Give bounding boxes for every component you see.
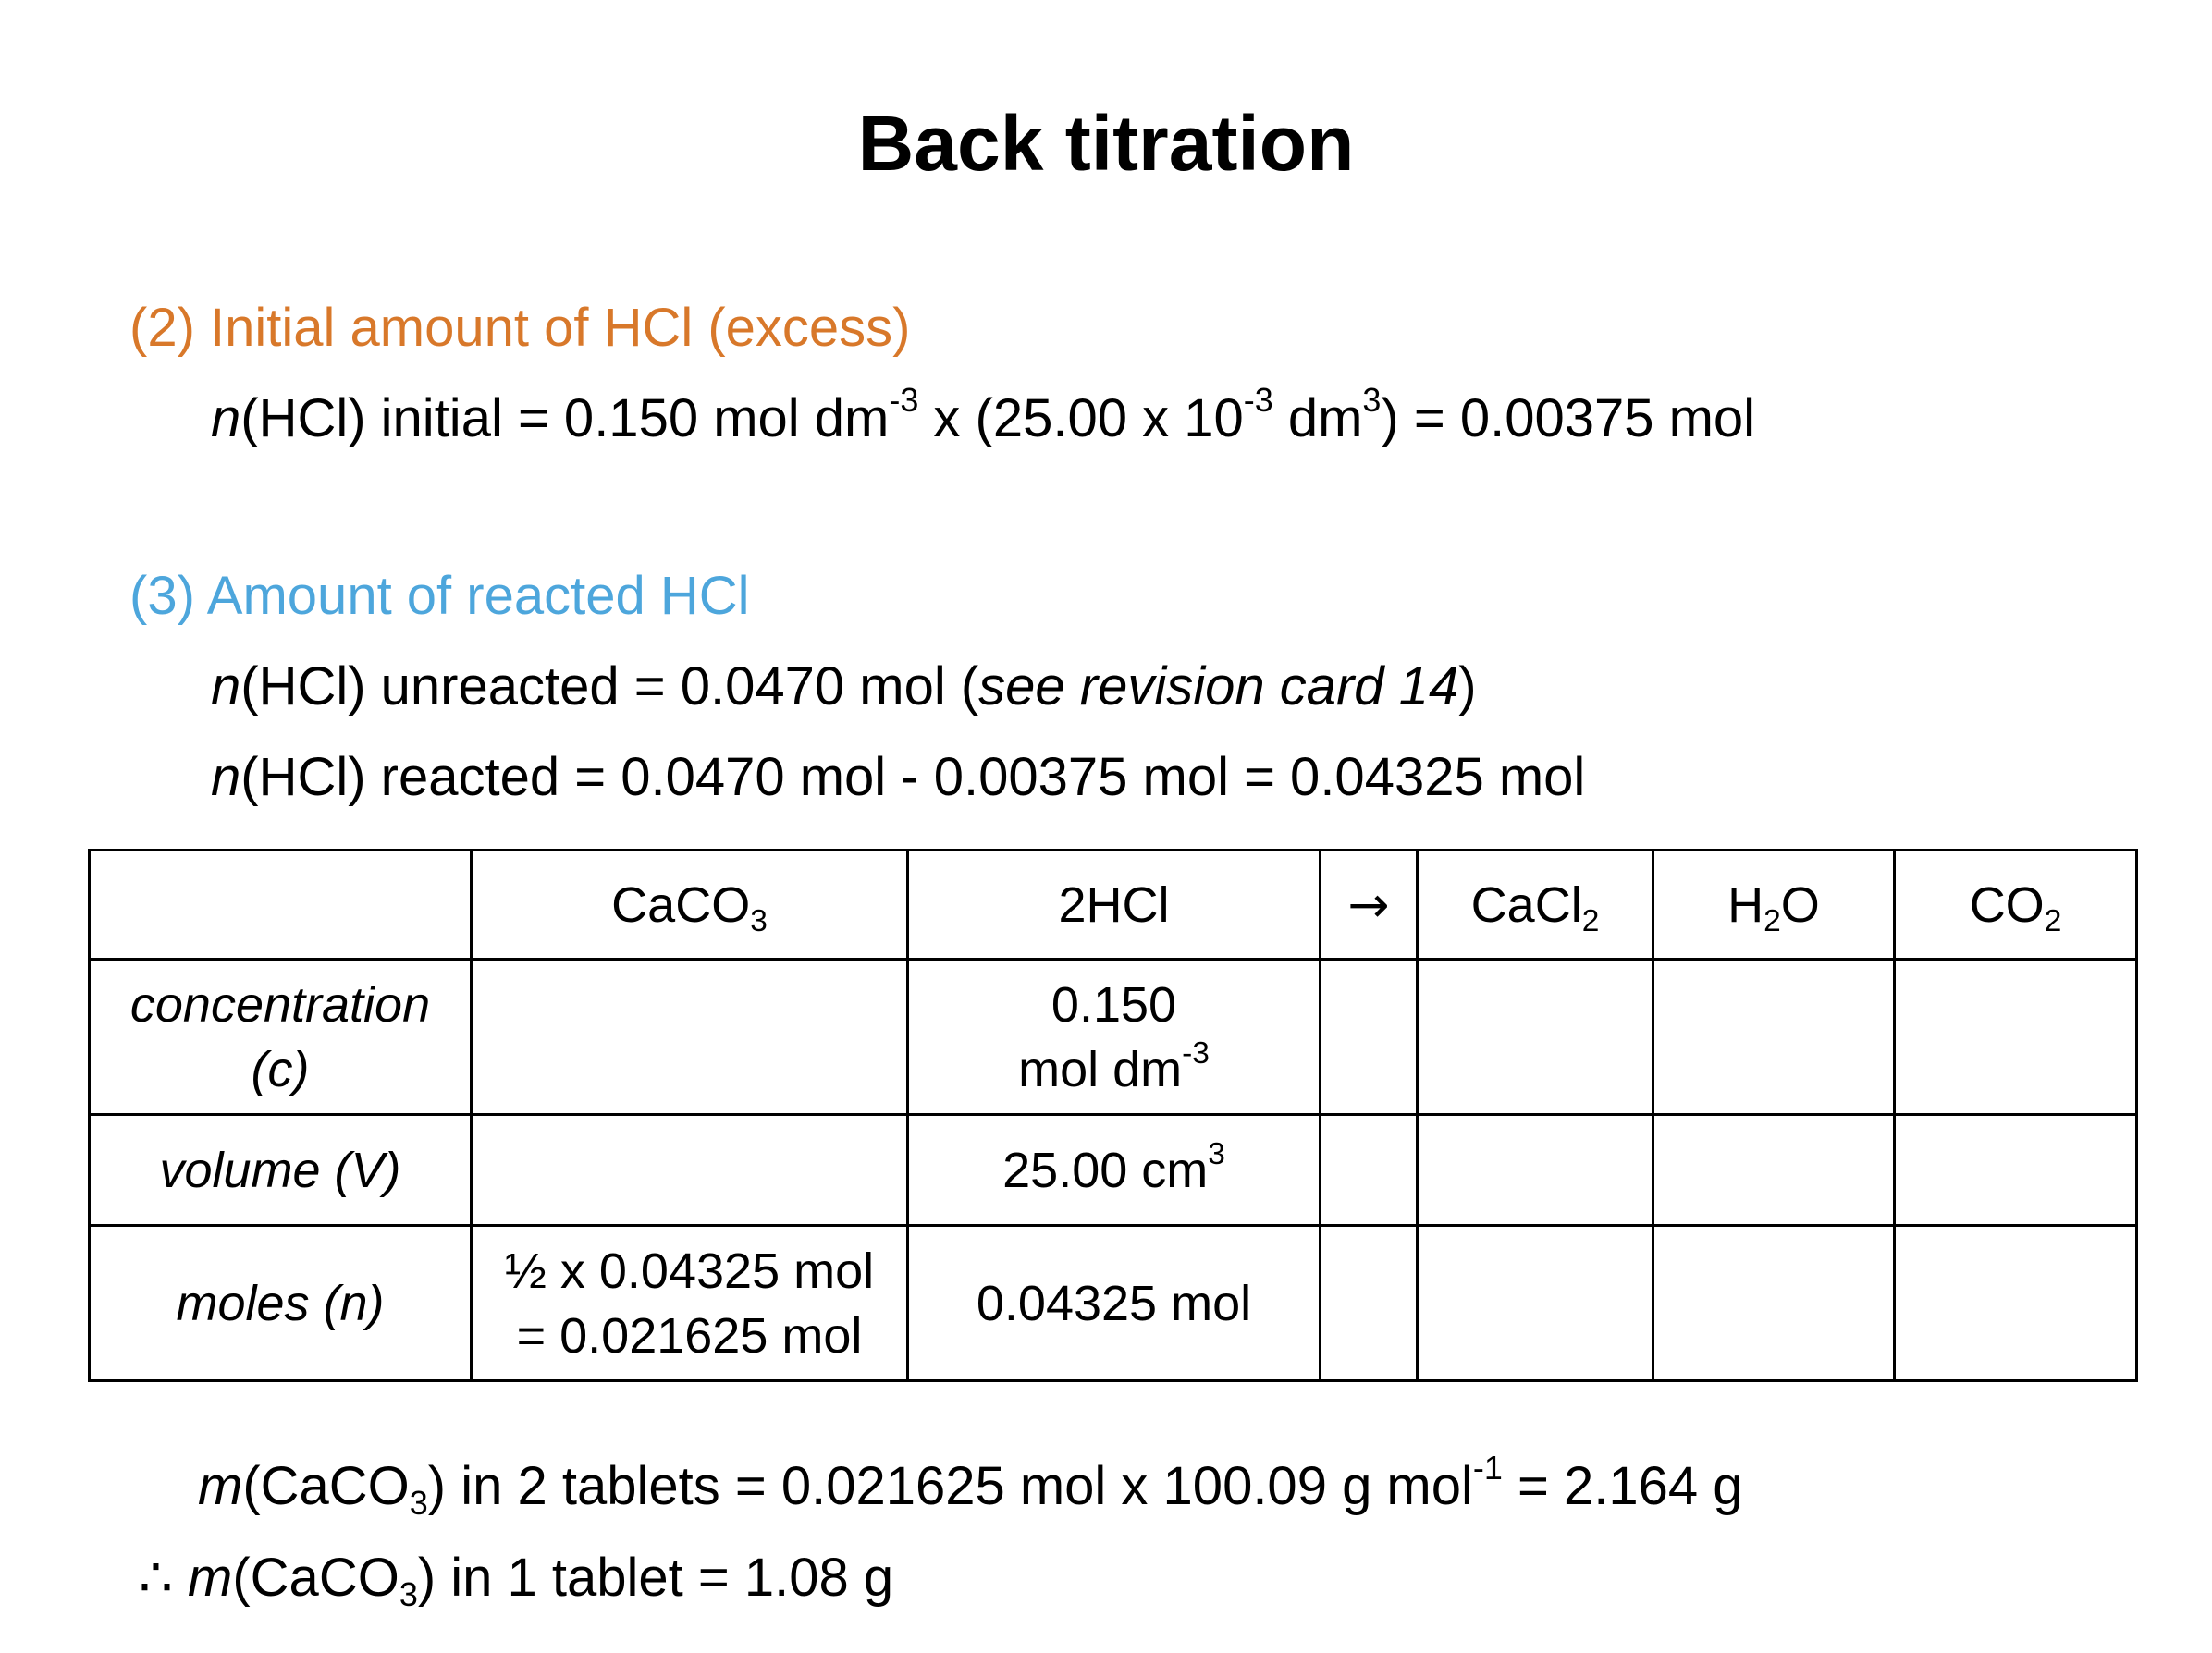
row-label-moles: moles (n) [88,1224,473,1382]
section-3-unreacted: n(HCl) unreacted = 0.0470 mol (see revis… [211,656,1477,716]
cell-empty [470,1113,909,1227]
cell-empty [1893,958,2138,1116]
amount-symbol: n [211,388,241,448]
header-co2: CO2 [1893,849,2138,961]
cell-empty [1319,1224,1419,1382]
revision-card-reference: see revision card 14 [978,656,1459,716]
cell-hcl-concentration: 0.150 mol dm-3 [906,958,1321,1116]
cell-empty [470,958,909,1116]
header-hcl: 2HCl [906,849,1321,961]
cell-empty [1416,958,1654,1116]
cell-empty [1416,1113,1654,1227]
header-h2o: H2O [1652,849,1896,961]
row-label-volume: volume (V) [88,1113,473,1227]
table-row-volume: volume (V) 25.00 cm3 [88,1113,2138,1227]
table-row-concentration: concentration (c) 0.150 mol dm-3 [88,958,2138,1116]
cell-empty [1652,1113,1896,1227]
cell-caco3-moles: ½ x 0.04325 mol = 0.021625 mol [470,1224,909,1382]
cell-empty [1652,1224,1896,1382]
table-header-row: CaCO3 2HCl → CaCl2 H2O CO2 [88,849,2138,961]
page-title: Back titration [857,100,1355,187]
cell-empty [1893,1224,2138,1382]
cell-empty [1893,1113,2138,1227]
header-caco3: CaCO3 [470,849,909,961]
section-3-reacted: n(HCl) reacted = 0.0470 mol - 0.00375 mo… [211,747,1586,807]
section-2-heading: (2) Initial amount of HCl (excess) [129,298,911,358]
section-3-heading: (3) Amount of reacted HCl [129,566,750,626]
table-row-moles: moles (n) ½ x 0.04325 mol = 0.021625 mol … [88,1224,2138,1382]
stoichiometry-table: CaCO3 2HCl → CaCl2 H2O CO2 concentration… [88,849,2138,1382]
section-2-equation: n(HCl) initial = 0.150 mol dm-3 x (25.00… [211,381,1756,448]
therefore-icon: ∴ [139,1546,173,1609]
cell-empty [1652,958,1896,1116]
cell-empty [1319,958,1419,1116]
cell-empty [1416,1224,1654,1382]
cell-empty [1319,1113,1419,1227]
cell-hcl-volume: 25.00 cm3 [906,1113,1321,1227]
cell-hcl-moles: 0.04325 mol [906,1224,1321,1382]
mass-two-tablets: m(CaCO3) in 2 tablets = 0.021625 mol x 1… [198,1449,1743,1522]
row-label-concentration: concentration (c) [88,958,473,1116]
mass-one-tablet: ∴ m(CaCO3) in 1 tablet = 1.08 g [139,1546,894,1613]
reaction-arrow-icon: → [1319,849,1419,961]
header-cacl2: CaCl2 [1416,849,1654,961]
table-corner-cell [88,849,473,961]
